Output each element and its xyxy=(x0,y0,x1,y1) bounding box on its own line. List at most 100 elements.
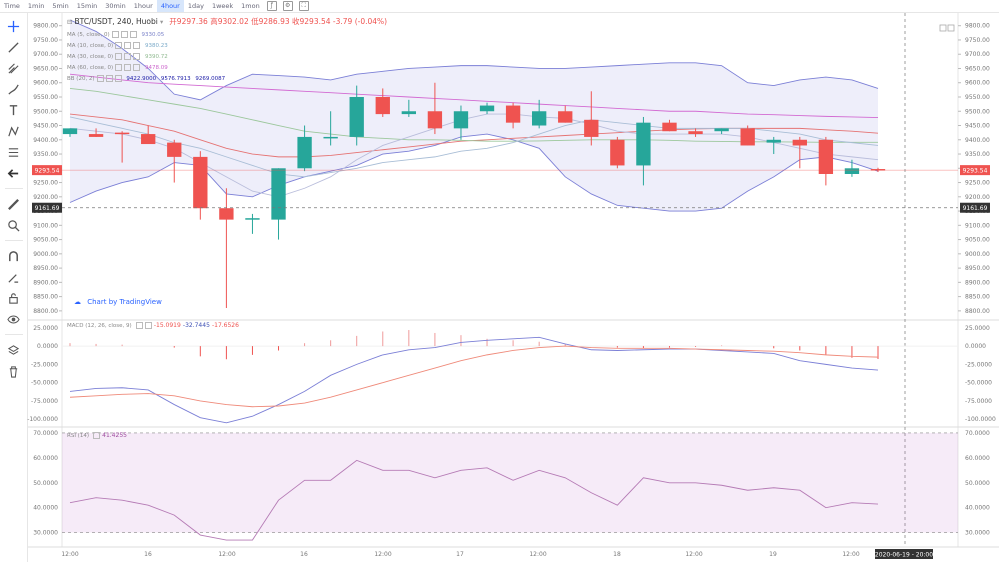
current-price-tag-bg xyxy=(960,165,990,176)
pitchfork-icon[interactable] xyxy=(5,59,23,77)
macd-line xyxy=(69,336,879,424)
settings-icon[interactable]: ⚙ xyxy=(282,1,293,11)
timeframe-1min[interactable]: 1min xyxy=(27,2,45,10)
rsi-legend: RSI (14) 41.4255 xyxy=(67,430,127,441)
timeframe-30min[interactable]: 30min xyxy=(105,2,126,10)
indicator-settings-icon[interactable] xyxy=(124,63,132,71)
magnet-icon[interactable] xyxy=(5,247,23,265)
symbol-dropdown-icon[interactable]: ▾ xyxy=(159,18,164,26)
indicator-settings-icon[interactable] xyxy=(124,41,132,49)
screenshot-icon[interactable]: ⛶ xyxy=(298,1,309,11)
chart-menu-icon[interactable]: ⊟ xyxy=(67,18,73,26)
fib-icon[interactable] xyxy=(5,143,23,161)
top-toolbar: Time 1min 5min 15min 30min 1hour 4hour 1day 1wee… xyxy=(0,0,999,13)
price-axis-label: 9350.00 xyxy=(965,151,990,158)
indicator-remove-icon[interactable] xyxy=(133,63,141,71)
timeframe-5min[interactable]: 5min xyxy=(52,2,69,10)
indicator-name[interactable]: MA (30, close, 0) xyxy=(67,54,114,60)
candle-body xyxy=(610,139,625,166)
price-axis-label-left: 9600.00 xyxy=(33,80,58,87)
crosshair-icon[interactable] xyxy=(5,17,23,35)
indicator-visibility-icon[interactable] xyxy=(96,74,104,82)
price-axis-label-left: 9000.00 xyxy=(33,251,58,258)
macd-value-3: -17.6526 xyxy=(211,322,239,329)
indicator-remove-icon[interactable] xyxy=(129,30,137,38)
brush-icon[interactable] xyxy=(5,80,23,98)
price-axis-label-left: 9650.00 xyxy=(33,65,58,72)
rsi-settings-icon[interactable] xyxy=(93,431,101,439)
indicator-name[interactable]: BB (20, 2) xyxy=(67,76,95,82)
candle-body xyxy=(636,122,651,166)
indicator-settings-icon[interactable] xyxy=(120,30,128,38)
candle-body xyxy=(740,128,755,146)
price-axis-label-left: 8950.00 xyxy=(33,265,58,272)
indicator-remove-icon[interactable] xyxy=(133,41,141,49)
indicator-row: MA (60, close, 0) 9478.09 xyxy=(67,62,225,73)
macd-name[interactable]: MACD (12, 26, close, 9) xyxy=(67,323,132,329)
indicator-name[interactable]: MA (10, close, 0) xyxy=(67,43,114,49)
candle-body xyxy=(297,136,312,169)
macd-settings-icon[interactable] xyxy=(144,321,152,329)
timeframe-time[interactable]: Time xyxy=(4,2,20,10)
indicator-name[interactable]: MA (5, close, 0) xyxy=(67,32,110,38)
chart-minimize-icon[interactable] xyxy=(939,24,947,32)
indicator-remove-icon[interactable] xyxy=(114,74,122,82)
open-label: 开 xyxy=(169,17,177,26)
text-icon[interactable] xyxy=(5,101,23,119)
candle-body xyxy=(453,111,469,129)
header-legend: ⊟ BTC/USDT, 240, Huobi ▾ 开9297.36 高9302.… xyxy=(67,17,387,27)
indicator-value: 9330.05 xyxy=(139,32,165,38)
candle-body xyxy=(662,122,677,132)
timeframe-1day[interactable]: 1day xyxy=(187,2,204,10)
trend-line-icon[interactable] xyxy=(5,38,23,56)
candle-body xyxy=(479,105,495,112)
timeframe-1hour[interactable]: 1hour xyxy=(133,2,153,10)
trash-icon[interactable] xyxy=(5,362,23,380)
indicator-remove-icon[interactable] xyxy=(133,52,141,60)
indicator-name[interactable]: MA (60, close, 0) xyxy=(67,65,114,71)
lock-draw-icon[interactable] xyxy=(5,268,23,286)
price-axis-label: 9600.00 xyxy=(965,80,990,87)
high-label: 高 xyxy=(210,17,218,26)
eye-icon[interactable] xyxy=(5,310,23,328)
zoom-icon[interactable] xyxy=(5,216,23,234)
price-axis-label-left: 9450.00 xyxy=(33,123,58,130)
high-value: 9302.02 xyxy=(217,17,249,26)
price-axis-label: 9500.00 xyxy=(965,108,990,115)
tradingview-watermark[interactable]: ☁ Chart by TradingView xyxy=(74,298,162,306)
layers-icon[interactable] xyxy=(5,341,23,359)
timeframe-15min[interactable]: 15min xyxy=(76,2,98,10)
indicator-icon[interactable]: ƒ xyxy=(266,1,277,11)
time-axis-label: 12:00 xyxy=(529,551,546,558)
rsi-axis-label-left: 50.0000 xyxy=(33,480,58,487)
macd-axis-label: -100.0000 xyxy=(965,416,996,423)
rsi-line xyxy=(69,459,879,541)
price-axis-label-left: 9500.00 xyxy=(33,108,58,115)
pattern-icon[interactable] xyxy=(5,122,23,140)
time-axis-label: 12:00 xyxy=(685,551,702,558)
rsi-name[interactable]: RSI (14) xyxy=(67,433,89,439)
indicator-visibility-icon[interactable] xyxy=(115,63,123,71)
indicator-settings-icon[interactable] xyxy=(124,52,132,60)
close-label: 收 xyxy=(292,17,300,26)
symbol-label[interactable]: BTC/USDT, 240, Huobi xyxy=(74,17,158,26)
open-value: 9297.36 xyxy=(176,17,208,26)
indicator-visibility-icon[interactable] xyxy=(111,30,119,38)
ruler-icon[interactable] xyxy=(5,195,23,213)
macd-visibility-icon[interactable] xyxy=(135,321,143,329)
back-arrow-icon[interactable] xyxy=(5,164,23,182)
toolbar-divider xyxy=(4,188,23,189)
indicator-value: 9478.09 xyxy=(143,65,168,71)
indicator-visibility-icon[interactable] xyxy=(115,41,123,49)
chart-maximize-icon[interactable] xyxy=(947,24,955,32)
indicator-settings-icon[interactable] xyxy=(105,74,113,82)
price-axis-label-left: 9050.00 xyxy=(33,237,58,244)
watermark-text: Chart by TradingView xyxy=(87,298,162,306)
lock-icon[interactable] xyxy=(5,289,23,307)
timeframe-1week[interactable]: 1week xyxy=(211,2,234,10)
indicator-visibility-icon[interactable] xyxy=(115,52,123,60)
timeframe-4hour[interactable]: 4hour xyxy=(156,0,184,12)
timeframe-1mon[interactable]: 1mon xyxy=(241,2,260,10)
candle-body xyxy=(141,134,156,145)
